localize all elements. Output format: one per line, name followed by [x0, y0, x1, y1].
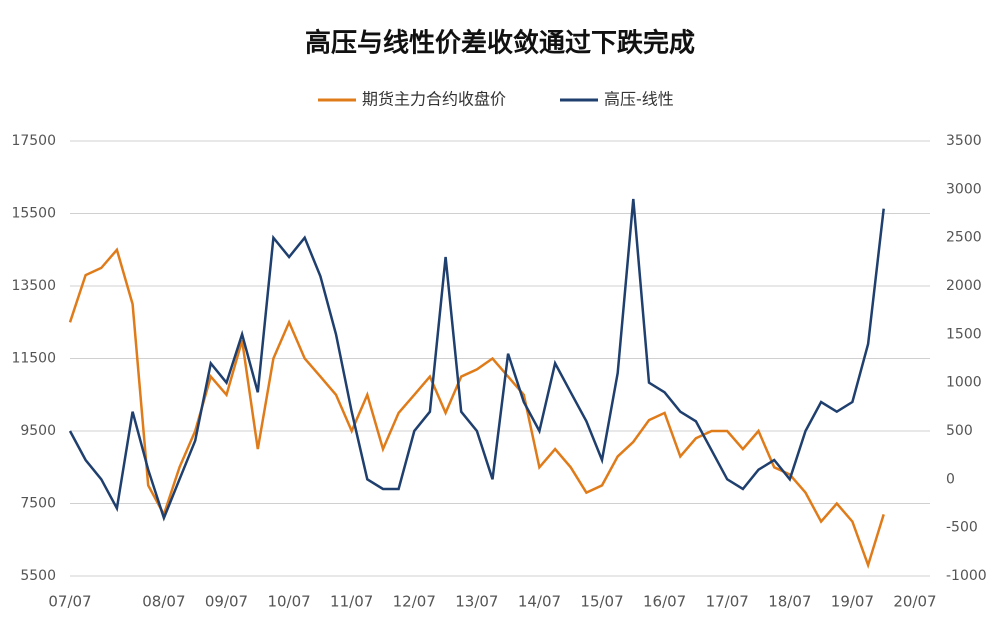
- x-tick-label: 19/07: [831, 593, 874, 611]
- y-tick-label: 15500: [11, 206, 56, 222]
- x-tick-label: 11/07: [330, 593, 373, 611]
- y2-tick-label: -500: [946, 520, 978, 536]
- x-tick-label: 18/07: [768, 593, 811, 611]
- y-tick-label: 7500: [20, 496, 56, 512]
- y2-tick-label: 500: [946, 423, 973, 439]
- series-line: [68, 247, 885, 570]
- y-tick-label: 17500: [11, 133, 56, 149]
- x-tick-label: 17/07: [706, 593, 749, 611]
- x-tick-label: 09/07: [205, 593, 248, 611]
- x-tick-label: 12/07: [393, 593, 436, 611]
- series-line: [68, 198, 885, 522]
- x-tick-label: 20/07: [893, 593, 936, 611]
- y-tick-label: 11500: [11, 351, 56, 367]
- x-tick-label: 13/07: [455, 593, 498, 611]
- y2-tick-label: -1000: [946, 568, 987, 584]
- legend-label: 高压-线性: [604, 90, 674, 109]
- x-tick-label: 16/07: [643, 593, 686, 611]
- x-tick-label: 08/07: [142, 593, 185, 611]
- y2-tick-label: 0: [946, 471, 955, 487]
- y2-tick-label: 3500: [946, 133, 982, 149]
- legend-label: 期货主力合约收盘价: [362, 90, 506, 109]
- y2-tick-label: 2000: [946, 278, 982, 294]
- chart-title: 高压与线性价差收敛通过下跌完成: [305, 28, 695, 59]
- x-tick-label: 10/07: [267, 593, 310, 611]
- y-tick-label: 13500: [11, 278, 56, 294]
- y2-tick-label: 1500: [946, 326, 982, 342]
- y-tick-label: 9500: [20, 423, 56, 439]
- y2-tick-label: 1000: [946, 375, 982, 391]
- x-tick-label: 14/07: [518, 593, 561, 611]
- y-tick-label: 5500: [20, 568, 56, 584]
- y2-tick-label: 3000: [946, 181, 982, 197]
- y2-tick-label: 2500: [946, 230, 982, 246]
- x-tick-label: 15/07: [580, 593, 623, 611]
- x-tick-label: 07/07: [48, 593, 91, 611]
